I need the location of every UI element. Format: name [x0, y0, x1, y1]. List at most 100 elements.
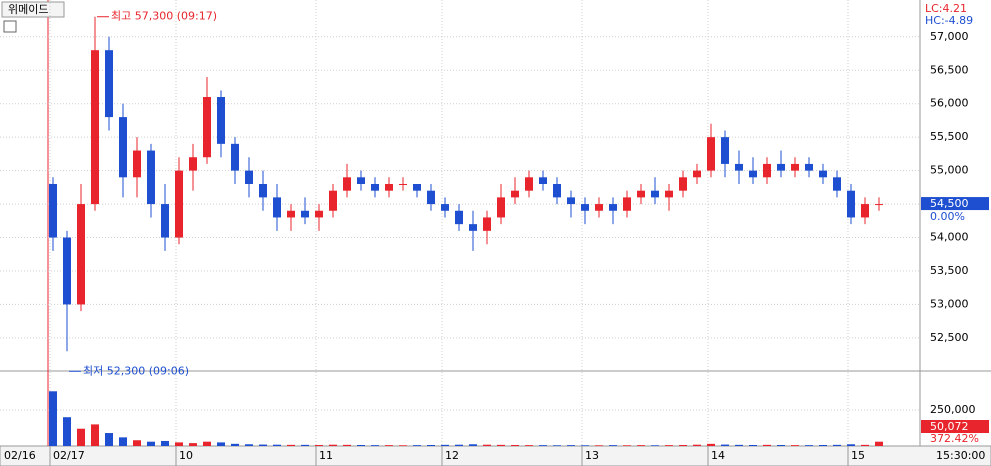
candle-body [91, 50, 99, 205]
y-tick-label: 54,000 [930, 231, 969, 244]
candle-body [455, 210, 463, 225]
candle-body [693, 170, 701, 178]
candle-body [833, 177, 841, 191]
volume-bar [763, 444, 771, 446]
volume-bar [399, 445, 407, 446]
volume-bar [343, 444, 351, 446]
y-tick-label: 52,500 [930, 331, 969, 344]
y-tick-label: 250,000 [930, 403, 976, 416]
candle-body [777, 163, 785, 171]
volume-bar [371, 445, 379, 446]
candle-body [301, 210, 309, 218]
volume-bar [357, 444, 365, 446]
candle-body [189, 157, 197, 171]
candle-body [259, 183, 267, 198]
y-tick-label: 56,000 [930, 97, 969, 110]
x-tick-label: 12 [445, 449, 459, 462]
volume-bar [315, 444, 323, 446]
candle-body [567, 197, 575, 205]
volume-bar [189, 443, 197, 446]
volume-bar [791, 445, 799, 446]
end-time-label: 15:30:00 [936, 449, 985, 462]
volume-bar [777, 444, 785, 446]
volume-bar [707, 443, 715, 446]
candle-body [805, 163, 813, 171]
volume-bar [329, 444, 337, 446]
candle-body [217, 97, 225, 144]
volume-bar [273, 444, 281, 446]
time-axis [0, 445, 991, 466]
candle-body [441, 204, 449, 211]
volume-bar [735, 444, 743, 446]
chart-title: 위메이드 [8, 3, 48, 16]
candle-body [119, 117, 127, 178]
candle-body [483, 217, 491, 231]
volume-bar [77, 428, 85, 446]
volume-bar [525, 445, 533, 446]
volume-bar [245, 444, 253, 446]
high-note: 최고 57,300 (09:17) [111, 10, 217, 23]
candle-body [357, 177, 365, 184]
candle-body [819, 170, 827, 178]
start-date-label: 02/16 [4, 449, 36, 462]
volume-bar [623, 445, 631, 446]
candle-body [273, 197, 281, 218]
volume-bar [861, 444, 869, 446]
candle-body [665, 190, 673, 198]
volume-bar [595, 445, 603, 446]
y-tick-label: 53,500 [930, 264, 969, 277]
table-icon[interactable] [3, 20, 17, 33]
candle-body [63, 237, 71, 305]
change-label: 0.00% [930, 210, 965, 223]
title-box [1, 1, 65, 18]
volume-bar [679, 444, 687, 446]
volume-bar [119, 437, 127, 446]
candle-body [763, 163, 771, 178]
volume-bar [259, 444, 267, 446]
volume-ratio-label: 372.42% [930, 432, 979, 445]
last-volume-label: 50,072 [930, 420, 969, 433]
volume-bar [469, 444, 477, 446]
volume-bar [441, 444, 449, 446]
volume-bar [553, 445, 561, 446]
y-tick-label: 57,000 [930, 30, 969, 43]
candle-body [651, 190, 659, 198]
candle-body [511, 190, 519, 198]
candle-body [847, 190, 855, 218]
volume-bar [581, 445, 589, 446]
lc-label: LC:4.21 [925, 2, 967, 15]
candle-body [399, 183, 407, 185]
candle-body [707, 137, 715, 171]
candle-body [539, 177, 547, 184]
candle-body [875, 204, 883, 206]
low-note: 최저 52,300 (09:06) [83, 364, 189, 377]
candle-body [385, 183, 393, 191]
volume-bar [91, 424, 99, 446]
x-tick-label: 02/17 [53, 449, 85, 462]
x-tick-label: 10 [179, 449, 193, 462]
volume-bar [819, 444, 827, 446]
candle-body [497, 197, 505, 218]
volume-bar [609, 445, 617, 446]
volume-bar [637, 445, 645, 446]
candle-body [147, 150, 155, 205]
candle-body [427, 190, 435, 205]
y-tick-label: 55,500 [930, 130, 969, 143]
volume-bar [483, 444, 491, 446]
x-tick-label: 11 [319, 449, 333, 462]
volume-bar [301, 444, 309, 446]
volume-bar [875, 441, 883, 446]
candle-body [315, 210, 323, 218]
volume-bar [749, 444, 757, 446]
volume-bar [651, 445, 659, 446]
volume-bar [231, 443, 239, 446]
candle-body [133, 150, 141, 178]
last-price-label: 54,500 [930, 197, 969, 210]
candle-body [161, 204, 169, 238]
candle-body [735, 163, 743, 171]
volume-bar [847, 444, 855, 446]
candle-body [525, 177, 533, 191]
y-tick-label: 55,000 [930, 164, 969, 177]
volume-bar [497, 444, 505, 446]
